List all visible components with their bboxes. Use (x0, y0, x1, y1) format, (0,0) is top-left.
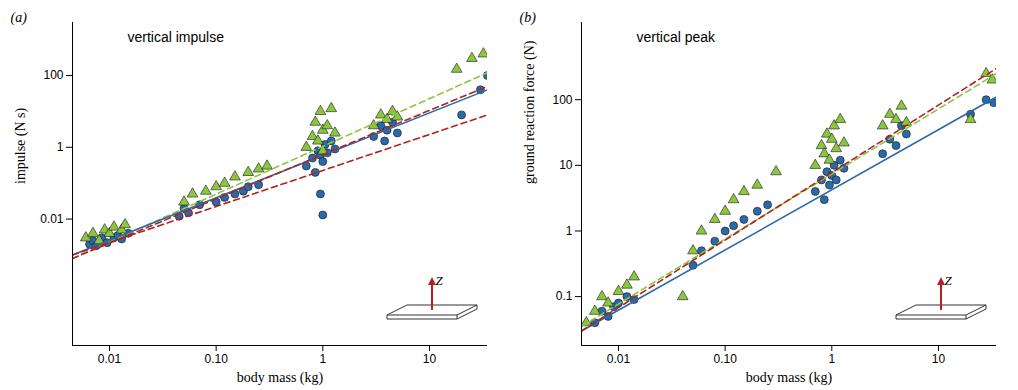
svg-text:0.1: 0.1 (556, 289, 573, 303)
svg-text:1: 1 (566, 224, 573, 238)
svg-text:0.10: 0.10 (204, 352, 228, 366)
svg-text:Z: Z (944, 273, 952, 288)
svg-text:(a): (a) (11, 10, 28, 26)
svg-text:10: 10 (932, 352, 946, 366)
svg-text:100: 100 (552, 93, 572, 107)
svg-text:Z: Z (435, 273, 443, 288)
svg-text:100: 100 (43, 68, 63, 82)
svg-text:vertical impulse: vertical impulse (128, 29, 225, 45)
svg-text:10: 10 (559, 158, 573, 172)
svg-text:1: 1 (828, 352, 835, 366)
svg-text:10: 10 (423, 352, 437, 366)
svg-text:0.01: 0.01 (607, 352, 631, 366)
svg-text:0.01: 0.01 (40, 212, 64, 226)
svg-text:body mass (kg): body mass (kg) (237, 370, 324, 386)
svg-text:(b): (b) (520, 10, 537, 26)
svg-text:body mass (kg): body mass (kg) (746, 370, 833, 386)
svg-text:1: 1 (319, 352, 326, 366)
svg-text:impulse (N s): impulse (N s) (13, 107, 29, 184)
svg-text:1: 1 (57, 140, 64, 154)
svg-text:vertical peak: vertical peak (637, 29, 717, 45)
svg-text:ground reaction force (N): ground reaction force (N) (522, 40, 538, 184)
svg-text:0.10: 0.10 (713, 352, 737, 366)
svg-text:0.01: 0.01 (98, 352, 122, 366)
